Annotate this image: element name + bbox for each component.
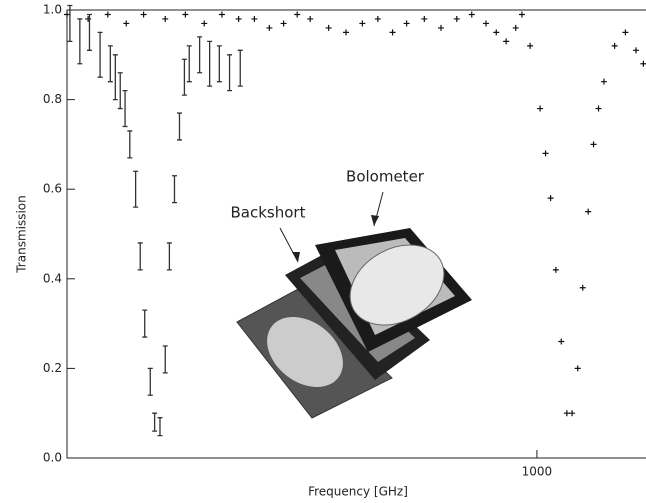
- data-point: [281, 20, 287, 26]
- error-bar: [167, 243, 172, 270]
- data-point: [596, 106, 602, 112]
- data-point: [85, 16, 91, 22]
- y-tick-label: 1.0: [43, 3, 62, 17]
- data-point: [454, 16, 460, 22]
- data-point: [201, 20, 207, 26]
- data-point: [585, 209, 591, 215]
- data-point: [601, 79, 607, 85]
- data-point: [633, 47, 639, 53]
- error-bar: [172, 176, 177, 203]
- error-bar: [123, 91, 128, 127]
- data-point: [219, 11, 225, 17]
- data-point: [123, 20, 129, 26]
- data-point: [513, 25, 519, 31]
- data-point: [469, 11, 475, 17]
- data-point: [519, 11, 525, 17]
- error-bar: [108, 46, 113, 82]
- chart: Backshort Bolometer Frequency [GHz] Tran…: [0, 0, 646, 503]
- x-tick-label: 1000: [522, 465, 553, 479]
- data-point: [483, 20, 489, 26]
- data-point: [503, 38, 509, 44]
- data-point: [294, 11, 300, 17]
- data-point: [612, 43, 618, 49]
- data-point: [236, 16, 242, 22]
- error-bar: [127, 131, 132, 158]
- data-point: [390, 29, 396, 35]
- y-axis-label: Transmission: [15, 195, 29, 274]
- data-point: [182, 11, 188, 17]
- data-point: [537, 106, 543, 112]
- y-tick-label: 0.4: [43, 271, 62, 285]
- y-tick-label: 0.2: [43, 361, 62, 375]
- y-tick-label: 0.6: [43, 182, 62, 196]
- data-point: [162, 16, 168, 22]
- data-point: [553, 267, 559, 273]
- error-bar: [98, 32, 103, 77]
- inset-illustration: [237, 192, 472, 418]
- error-bar: [227, 55, 232, 91]
- data-point: [251, 16, 257, 22]
- data-point: [575, 365, 581, 371]
- error-bar: [118, 73, 123, 109]
- error-bar: [113, 55, 118, 100]
- annotation: Bolometer: [346, 168, 425, 186]
- data-point: [375, 16, 381, 22]
- data-point: [307, 16, 313, 22]
- data-point: [438, 25, 444, 31]
- error-bar: [238, 50, 243, 86]
- data-point: [543, 150, 549, 156]
- y-tick-label: 0.0: [43, 451, 62, 465]
- data-point: [558, 339, 564, 345]
- data-point: [141, 11, 147, 17]
- error-bar: [177, 113, 182, 140]
- error-bar: [152, 413, 157, 431]
- error-bar: [133, 171, 138, 207]
- data-point: [548, 195, 554, 201]
- data-point: [527, 43, 533, 49]
- data-point: [493, 29, 499, 35]
- data-point: [64, 11, 70, 17]
- data-point: [569, 410, 575, 416]
- error-bar: [207, 41, 212, 86]
- error-bar: [67, 6, 72, 42]
- data-point: [326, 25, 332, 31]
- x-axis-label: Frequency [GHz]: [308, 485, 408, 499]
- data-point: [580, 285, 586, 291]
- error-bar: [197, 37, 202, 73]
- error-bar: [138, 243, 143, 270]
- data-point: [640, 61, 646, 67]
- data-point: [622, 29, 628, 35]
- data-point: [404, 20, 410, 26]
- data-point: [343, 29, 349, 35]
- data-point: [591, 141, 597, 147]
- data-point: [266, 25, 272, 31]
- error-bar: [187, 46, 192, 82]
- data-point: [564, 410, 570, 416]
- annotation: Backshort: [231, 204, 306, 222]
- error-bar: [157, 418, 162, 436]
- data-point: [359, 20, 365, 26]
- error-bar: [142, 310, 147, 337]
- error-bar: [148, 368, 153, 395]
- data-point: [105, 11, 111, 17]
- error-bar: [163, 346, 168, 373]
- error-bar: [217, 46, 222, 82]
- error-bar: [182, 59, 187, 95]
- error-bar: [77, 19, 82, 64]
- data-point: [421, 16, 427, 22]
- y-tick-label: 0.8: [43, 92, 62, 106]
